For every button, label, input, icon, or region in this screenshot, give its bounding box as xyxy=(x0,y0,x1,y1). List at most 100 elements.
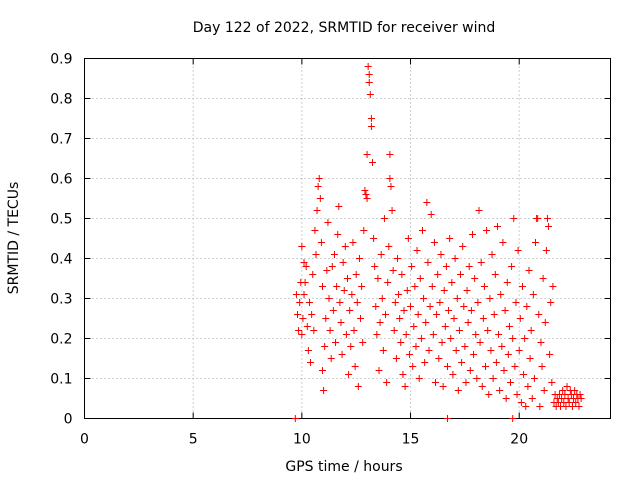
data-point xyxy=(572,399,580,406)
data-point xyxy=(504,351,512,358)
data-point xyxy=(484,327,492,334)
data-point xyxy=(415,375,423,382)
data-point xyxy=(429,331,437,338)
data-point xyxy=(352,271,360,278)
data-point xyxy=(455,327,463,334)
data-point xyxy=(512,299,520,306)
data-point xyxy=(523,303,531,310)
data-point xyxy=(364,63,372,70)
data-point xyxy=(395,291,403,298)
data-point xyxy=(412,343,420,350)
data-point xyxy=(436,299,444,306)
data-point xyxy=(448,279,456,286)
y-tick-label: 0.1 xyxy=(50,372,72,388)
data-point xyxy=(527,327,535,334)
data-point xyxy=(329,307,337,314)
data-point xyxy=(390,327,398,334)
data-point xyxy=(487,347,495,354)
data-point xyxy=(525,267,533,274)
data-point xyxy=(437,251,445,258)
data-point xyxy=(403,287,411,294)
data-point xyxy=(537,339,545,346)
data-point xyxy=(376,319,384,326)
data-point xyxy=(476,339,484,346)
data-point xyxy=(485,391,493,398)
data-point xyxy=(482,363,490,370)
data-point xyxy=(323,267,331,274)
data-point xyxy=(330,251,338,258)
data-point xyxy=(363,195,371,202)
y-tick-label: 0.4 xyxy=(50,252,72,268)
data-point xyxy=(528,395,536,402)
data-point xyxy=(505,323,513,330)
data-point xyxy=(477,259,485,266)
data-point xyxy=(451,255,459,262)
data-point xyxy=(336,299,344,306)
data-point xyxy=(353,299,361,306)
data-point xyxy=(360,227,368,234)
data-point xyxy=(298,243,306,250)
data-point xyxy=(362,191,370,198)
data-point xyxy=(538,363,546,370)
data-point xyxy=(421,359,429,366)
data-point xyxy=(511,363,519,370)
axis-ticks xyxy=(84,58,611,419)
data-point xyxy=(483,227,491,234)
data-point xyxy=(341,243,349,250)
data-point xyxy=(332,339,340,346)
data-point xyxy=(379,347,387,354)
data-point xyxy=(539,275,547,282)
data-point xyxy=(559,387,567,394)
data-point xyxy=(466,367,474,374)
data-point xyxy=(311,227,319,234)
data-point xyxy=(397,339,405,346)
data-point xyxy=(365,79,373,86)
data-point xyxy=(532,239,540,246)
data-point xyxy=(530,375,538,382)
data-point xyxy=(453,295,461,302)
data-point xyxy=(301,279,309,286)
data-point xyxy=(563,383,571,390)
data-point xyxy=(304,347,312,354)
data-point xyxy=(382,311,390,318)
data-point xyxy=(365,71,373,78)
x-tick-label: 5 xyxy=(189,432,198,448)
data-point xyxy=(542,247,550,254)
data-point xyxy=(355,255,363,262)
data-point xyxy=(534,215,542,222)
data-point xyxy=(309,271,317,278)
data-point xyxy=(471,275,479,282)
data-point xyxy=(499,239,507,246)
x-tick-label: 20 xyxy=(510,432,528,448)
data-point xyxy=(334,231,342,238)
data-point xyxy=(496,387,504,394)
data-point xyxy=(294,311,302,318)
data-point xyxy=(371,263,379,270)
data-point xyxy=(509,415,517,422)
data-point xyxy=(388,207,396,214)
data-point xyxy=(462,379,470,386)
data-point xyxy=(439,383,447,390)
data-point xyxy=(478,383,486,390)
data-point xyxy=(422,319,430,326)
data-point xyxy=(319,367,327,374)
data-point xyxy=(474,299,482,306)
data-point xyxy=(348,291,356,298)
data-point xyxy=(319,283,327,290)
data-point xyxy=(468,231,476,238)
data-point xyxy=(321,343,329,350)
data-point xyxy=(292,291,300,298)
data-point xyxy=(562,403,570,410)
data-point xyxy=(546,351,554,358)
data-point xyxy=(389,267,397,274)
data-point xyxy=(434,271,442,278)
data-point xyxy=(464,319,472,326)
data-point xyxy=(490,311,498,318)
data-point xyxy=(427,211,435,218)
data-point xyxy=(540,387,548,394)
data-point xyxy=(526,355,534,362)
data-point xyxy=(302,263,310,270)
data-point xyxy=(377,251,385,258)
data-point xyxy=(458,359,466,366)
data-point xyxy=(361,187,369,194)
